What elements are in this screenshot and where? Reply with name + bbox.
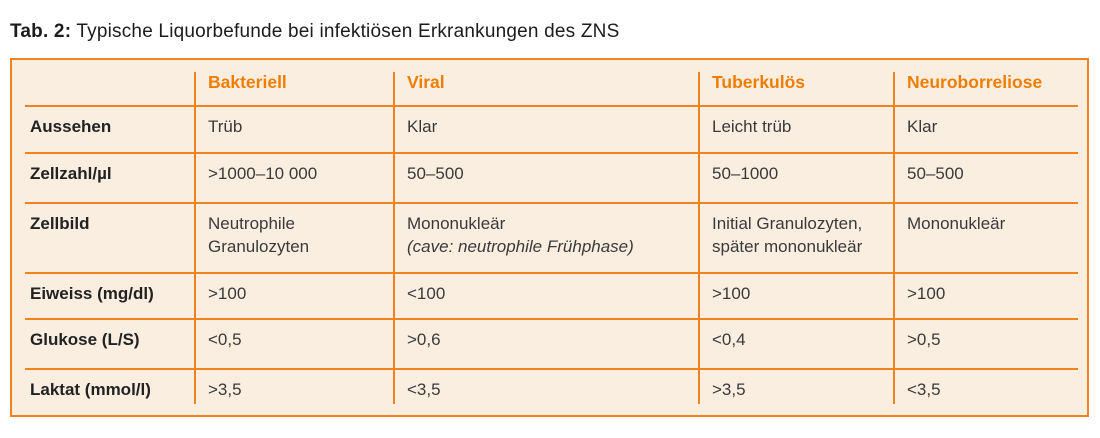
table-cell: Trüb	[194, 105, 393, 152]
table-cell: >100	[893, 272, 1087, 318]
table-cell: >0,5	[893, 318, 1087, 368]
cell-value: 50–500	[907, 164, 964, 183]
cell-value: Initial Granulozyten, später mononukleär	[712, 214, 863, 256]
table-cell: Mononukleär (cave: neutrophile Frühphase)	[393, 202, 698, 272]
horizontal-grid-line	[25, 105, 1078, 107]
cell-value: Mononukleär	[907, 214, 1006, 233]
cell-value: Klar	[407, 117, 438, 136]
liquor-table-grid: Bakteriell Viral Tuberkulös Neuroborreliose…	[12, 60, 1087, 415]
table-cell: >3,5	[698, 368, 893, 415]
cell-value: >100	[712, 284, 751, 303]
cell-value: <3,5	[407, 380, 441, 399]
cell-value: >0,5	[907, 330, 941, 349]
column-header-neuroborreliose: Neuroborreliose	[907, 72, 1043, 92]
horizontal-grid-line	[25, 318, 1078, 320]
table-cell: Klar	[893, 105, 1087, 152]
cell-value: Klar	[907, 117, 938, 136]
horizontal-grid-line	[25, 152, 1078, 154]
cell-value: >100	[208, 284, 247, 303]
table-cell: <3,5	[893, 368, 1087, 415]
table-cell: <0,4	[698, 318, 893, 368]
column-header-viral: Viral	[407, 72, 445, 92]
cell-value: Trüb	[208, 117, 243, 136]
column-header-bakteriell: Bakteriell	[208, 72, 287, 92]
corner-cell	[12, 60, 194, 105]
row-header-aussehen: Aussehen	[30, 117, 112, 136]
column-header-tuberkul-s: Tuberkulös	[712, 72, 806, 92]
cell-value: 50–1000	[712, 164, 779, 183]
cell-value: <3,5	[907, 380, 941, 399]
cell-value: >3,5	[208, 380, 242, 399]
table-cell: Klar	[393, 105, 698, 152]
table-cell: >100	[698, 272, 893, 318]
table-cell: Initial Granulozyten, später mononukleär	[698, 202, 893, 272]
cell-value: <0,4	[712, 330, 746, 349]
vertical-grid-line	[698, 72, 700, 404]
table-cell: Mononukleär	[893, 202, 1087, 272]
table-caption-text: Typische Liquorbefunde bei infektiösen E…	[76, 21, 620, 42]
horizontal-grid-line	[25, 368, 1078, 370]
table-cell: >100	[194, 272, 393, 318]
vertical-grid-line	[893, 72, 895, 404]
cell-value: <0,5	[208, 330, 242, 349]
table-cell: 50–500	[393, 152, 698, 202]
table-cell: <3,5	[393, 368, 698, 415]
cell-value: Mononukleär	[407, 214, 506, 233]
liquor-findings-table: Bakteriell Viral Tuberkulös Neuroborreliose…	[10, 58, 1089, 417]
cell-note-italic: (cave: neutrophile Frühphase)	[407, 237, 634, 256]
row-header-laktat-mmol-l: Laktat (mmol/l)	[30, 380, 151, 399]
vertical-grid-line	[194, 72, 196, 404]
table-cell: Leicht trüb	[698, 105, 893, 152]
row-header-zellbild: Zellbild	[30, 214, 90, 233]
table-cell: >3,5	[194, 368, 393, 415]
table-cell: 50–1000	[698, 152, 893, 202]
cell-value: <100	[407, 284, 446, 303]
cell-value: >1000–10 000	[208, 164, 318, 183]
table-caption-number: Tab. 2:	[10, 21, 72, 42]
cell-value: 50–500	[407, 164, 464, 183]
table-cell: <100	[393, 272, 698, 318]
row-header-glukose-l-s: Glukose (L/S)	[30, 330, 140, 349]
cell-value: >3,5	[712, 380, 746, 399]
horizontal-grid-line	[25, 202, 1078, 204]
table-cell: 50–500	[893, 152, 1087, 202]
cell-value: >0,6	[407, 330, 441, 349]
row-header-eiweiss-mg-dl: Eiweiss (mg/dl)	[30, 284, 154, 303]
cell-value: >100	[907, 284, 946, 303]
table-caption: Tab. 2: Typische Liquorbefunde bei infek…	[10, 20, 619, 43]
table-cell: <0,5	[194, 318, 393, 368]
table-cell: Neutrophile Granulozyten	[194, 202, 393, 272]
table-cell: >1000–10 000	[194, 152, 393, 202]
table-cell: >0,6	[393, 318, 698, 368]
row-header-zellzahl-l: Zellzahl/µl	[30, 164, 112, 183]
horizontal-grid-line	[25, 272, 1078, 274]
cell-value: Neutrophile Granulozyten	[208, 214, 310, 256]
vertical-grid-line	[393, 72, 395, 404]
cell-value: Leicht trüb	[712, 117, 792, 136]
